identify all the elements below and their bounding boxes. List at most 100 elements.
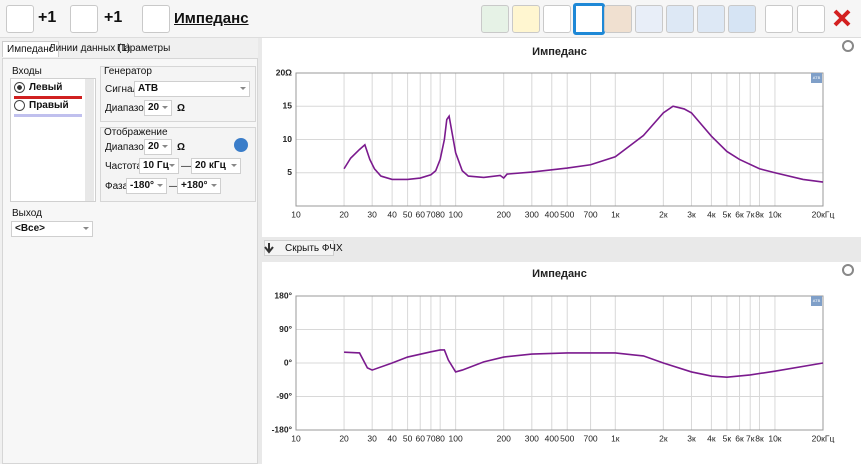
x-tick-label: 400 [545, 433, 559, 443]
tab[interactable]: Линии данных (1) [49, 43, 131, 54]
channel[interactable]: Левый [29, 82, 63, 93]
x-tick-label: 1к [611, 209, 620, 219]
page-title: Импеданс [174, 10, 249, 27]
label: Диапазон [105, 103, 150, 114]
x-tick-label: 7к [746, 209, 755, 219]
x-tick-label: 7к [746, 433, 755, 443]
select[interactable]: 10 Гц [139, 158, 179, 174]
tool-icon[interactable] [481, 5, 509, 33]
scrollbar[interactable] [85, 79, 94, 201]
x-tick-label: 2к [659, 433, 668, 443]
x-tick-label: 5к [723, 433, 732, 443]
x-tick-label: 100 [449, 209, 463, 219]
select[interactable]: <Все> [11, 221, 93, 237]
y-tick-label: 5 [287, 167, 292, 177]
group-title: Входы [12, 66, 42, 77]
badge: ATB [813, 298, 821, 303]
dash: — [169, 181, 179, 192]
x-tick-label: 70 [426, 209, 436, 219]
settings-icon[interactable] [765, 5, 793, 33]
badge-box [811, 296, 822, 306]
x-tick-label: 4к [707, 209, 716, 219]
tool-icon[interactable] [543, 5, 571, 33]
value: 10 Гц [143, 160, 169, 171]
x-tick-label: 4к [707, 433, 716, 443]
x-tick-label: 2к [659, 209, 668, 219]
y-tick-label: 20Ω [276, 67, 292, 77]
tab-active[interactable]: Импеданс [2, 41, 59, 57]
tool-icon[interactable] [512, 5, 540, 33]
x-tick-label: 1к [611, 433, 620, 443]
x-tick-label: 700 [583, 209, 597, 219]
tab[interactable]: Параметры [117, 43, 171, 54]
x-tick-label: 8к [755, 209, 764, 219]
select[interactable]: +180° [177, 178, 221, 194]
counter[interactable]: +1 [104, 9, 123, 26]
x-tick-label: 6к [735, 209, 744, 219]
dash: — [181, 161, 191, 172]
value: 20 кГц [195, 160, 226, 171]
side-panel: Импеданс Линии данных (1) Параметры Вход… [0, 38, 258, 464]
select[interactable]: 20 [144, 100, 172, 116]
value: <Все> [15, 223, 46, 234]
x-tick-label: 300 [525, 433, 539, 443]
tool-icon[interactable] [728, 5, 756, 33]
x-tick-label: 10к [768, 209, 781, 219]
select[interactable]: 20 [144, 139, 172, 155]
select[interactable]: АТВ [134, 81, 250, 97]
value: 20 [148, 102, 160, 113]
tool-icon[interactable] [697, 5, 725, 33]
refresh-icon[interactable] [234, 138, 248, 152]
group-title: Генератор [104, 66, 152, 77]
x-tick-label: 60 [415, 433, 425, 443]
x-tick-label: 6к [735, 433, 744, 443]
arrow-icon [264, 243, 274, 254]
tool-icon[interactable] [635, 5, 663, 33]
counter[interactable]: +1 [38, 9, 57, 26]
tool-icon-selected[interactable] [573, 3, 605, 35]
settings-icon[interactable] [842, 40, 854, 52]
x-tick-label: 500 [560, 433, 574, 443]
settings-icon[interactable] [842, 264, 854, 276]
tool-icon[interactable] [604, 5, 632, 33]
select[interactable]: -180° [126, 178, 167, 194]
x-tick-label: 20кГц [812, 209, 835, 219]
select[interactable]: 20 кГц [191, 158, 241, 174]
y-tick-label: 0° [284, 357, 293, 367]
hide-phase-button[interactable]: Скрыть ФЧХ [264, 240, 343, 256]
tool-icon[interactable] [6, 5, 34, 33]
unit: Ω [177, 103, 186, 114]
edit-icon[interactable] [797, 5, 825, 33]
unit: Ω [177, 142, 186, 153]
x-tick-label: 200 [497, 209, 511, 219]
x-tick-label: 500 [560, 209, 574, 219]
channel-list: Левый Правый [10, 78, 96, 202]
x-tick-label: 80 [435, 433, 445, 443]
x-tick-label: 400 [545, 209, 559, 219]
x-tick-label: 20 [339, 209, 349, 219]
channel-color [14, 114, 82, 117]
x-tick-label: 80 [435, 209, 445, 219]
channel[interactable]: Правый [29, 100, 69, 111]
channel-color [14, 96, 82, 99]
tool-icon[interactable] [70, 5, 98, 33]
y-tick-label: -180° [272, 424, 293, 434]
tool-icon[interactable] [666, 5, 694, 33]
x-tick-label: 8к [755, 433, 764, 443]
x-tick-label: 100 [449, 433, 463, 443]
label: Частота [105, 161, 143, 172]
x-tick-label: 20 [339, 433, 349, 443]
radio[interactable] [14, 100, 25, 111]
group-title: Отображение [104, 127, 168, 138]
x-tick-label: 70 [426, 433, 436, 443]
value: АТВ [138, 83, 159, 94]
radio[interactable] [14, 82, 25, 93]
close-icon[interactable] [829, 5, 855, 31]
x-tick-label: 5к [723, 209, 732, 219]
x-tick-label: 60 [415, 209, 425, 219]
x-tick-label: 300 [525, 209, 539, 219]
x-tick-label: 3к [687, 209, 696, 219]
impedance-icon[interactable] [142, 5, 170, 33]
